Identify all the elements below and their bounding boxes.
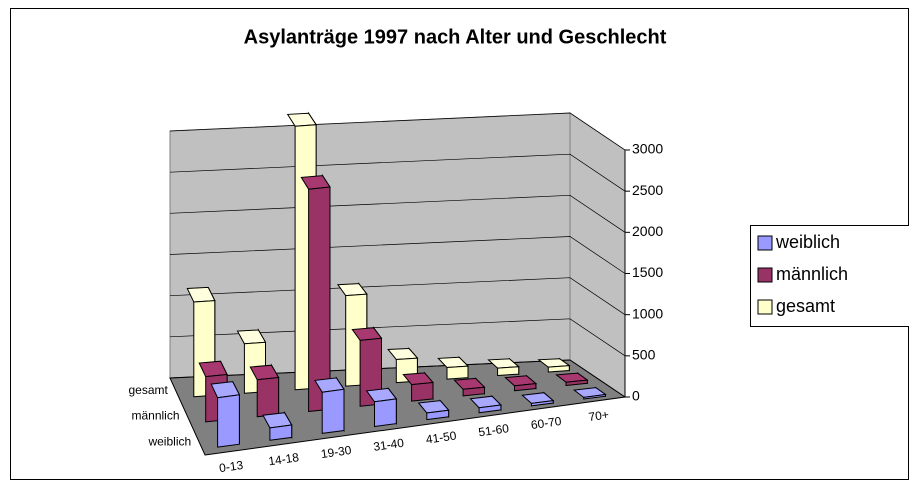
- bar: [402, 371, 435, 402]
- bar: [186, 286, 216, 398]
- bar: [437, 356, 470, 380]
- bar: [351, 326, 383, 407]
- bar-front: [530, 400, 554, 407]
- legend-label: weiblich: [775, 232, 840, 252]
- bar: [249, 363, 280, 418]
- bar: [210, 381, 241, 448]
- x-tick-label: 31-40: [372, 436, 405, 454]
- y-tick-label: 1500: [632, 264, 663, 280]
- bar: [387, 347, 419, 384]
- bar: [314, 376, 345, 434]
- bar: [262, 410, 293, 441]
- x-tick-label: 41-50: [425, 428, 458, 446]
- bar: [487, 357, 520, 377]
- bar: [417, 399, 450, 421]
- x-tick-label: 51-60: [477, 421, 510, 439]
- y-tick-label: 500: [632, 347, 656, 363]
- y-tick-label: 0: [632, 388, 640, 404]
- y-tick-label: 3000: [632, 141, 663, 157]
- depth-label: männlich: [131, 409, 179, 423]
- bar-front: [565, 379, 588, 387]
- x-tick-label: 60-70: [530, 414, 563, 432]
- bar-front: [308, 186, 331, 413]
- bar-front: [217, 394, 240, 448]
- bar: [537, 357, 571, 373]
- bar-front: [426, 409, 450, 421]
- bar: [521, 391, 555, 407]
- x-tick-label: 14-18: [267, 450, 300, 468]
- y-tick-label: 1000: [632, 305, 663, 321]
- bar: [504, 374, 538, 392]
- bar: [365, 386, 398, 428]
- bar-front: [256, 376, 280, 418]
- bar: [453, 377, 486, 397]
- legend-swatch: [757, 235, 773, 251]
- y-tick-label: 2000: [632, 223, 663, 239]
- bar-front: [497, 366, 520, 377]
- bar-front: [547, 365, 570, 373]
- bar-front: [321, 388, 345, 434]
- bar: [469, 395, 502, 414]
- bar-front: [478, 404, 502, 414]
- bar-front: [446, 365, 469, 380]
- legend-label: männlich: [776, 264, 848, 284]
- legend-box: [750, 225, 909, 327]
- bar-front: [583, 393, 606, 400]
- legend-swatch: [757, 299, 773, 315]
- depth-label: gesamt: [128, 383, 168, 397]
- x-tick-label: 0-13: [218, 458, 244, 475]
- bar-front: [514, 383, 537, 392]
- bar-front: [374, 398, 397, 428]
- depth-label: weiblich: [147, 434, 191, 448]
- x-tick-label: 70+: [588, 407, 610, 424]
- bar-front: [411, 381, 434, 402]
- x-tick-label: 19-30: [320, 443, 353, 461]
- bar-front: [462, 386, 485, 397]
- bar-front: [269, 424, 293, 441]
- bar: [572, 386, 607, 400]
- chart-title: Asylanträge 1997 nach Alter und Geschlec…: [244, 26, 667, 48]
- bar: [555, 372, 589, 387]
- legend-swatch: [757, 267, 773, 283]
- bar: [300, 173, 331, 413]
- y-tick-label: 2500: [632, 182, 663, 198]
- legend-label: gesamt: [776, 296, 835, 316]
